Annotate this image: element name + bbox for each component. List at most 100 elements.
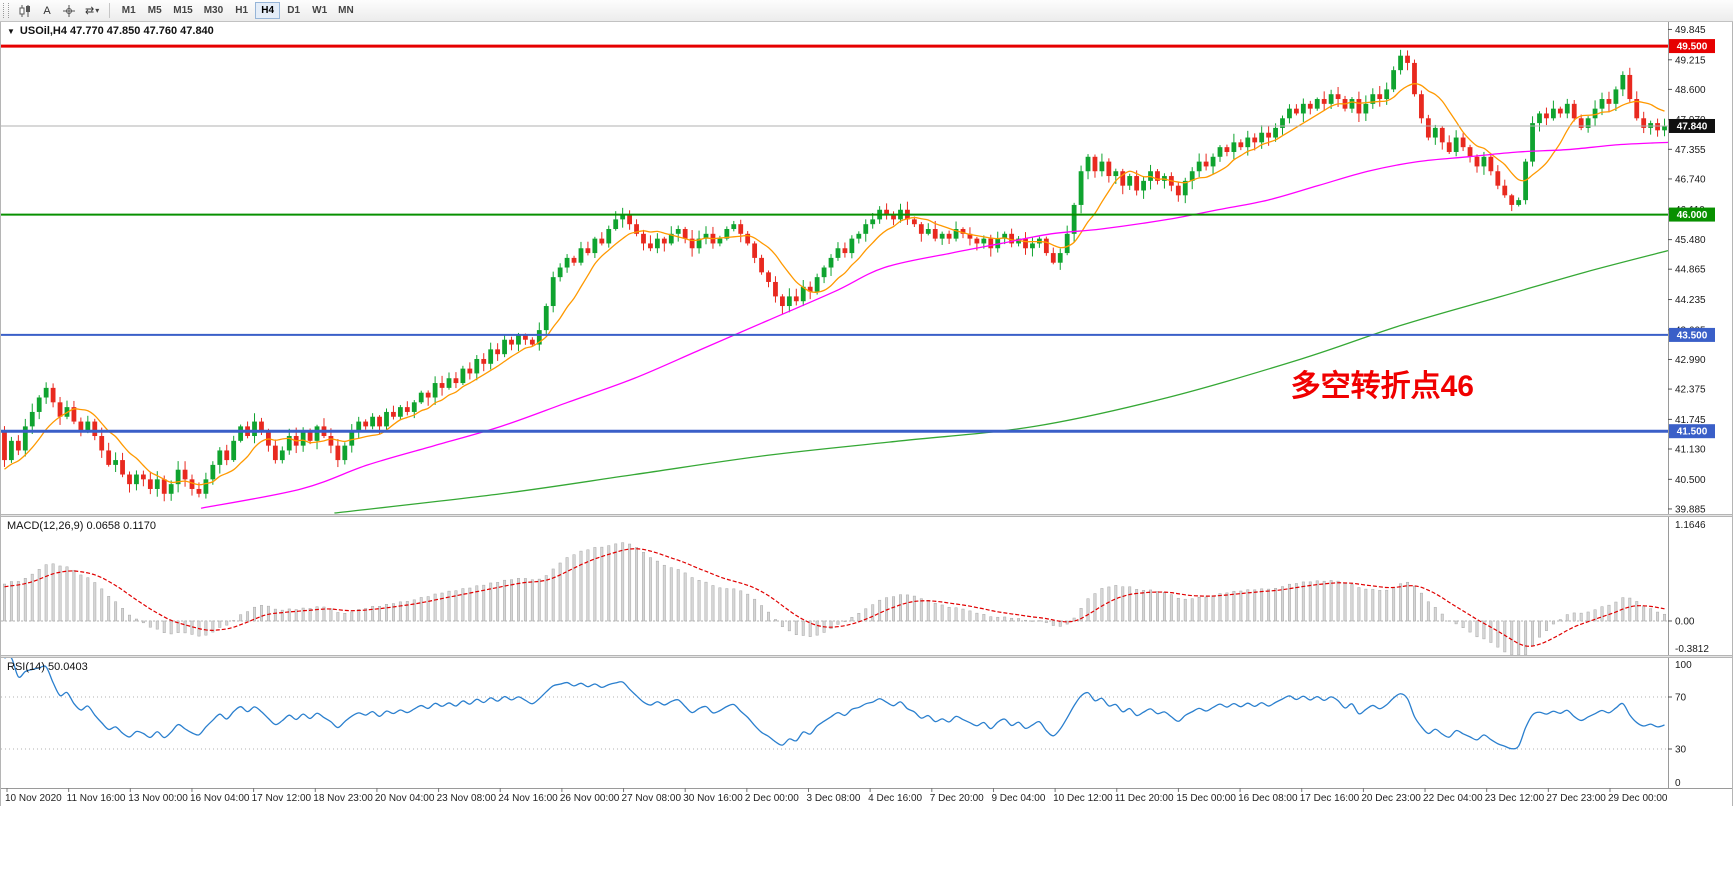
svg-text:48.600: 48.600 — [1675, 85, 1706, 96]
crosshair-icon — [62, 4, 76, 18]
svg-text:39.885: 39.885 — [1675, 504, 1706, 514]
svg-text:2 Dec 00:00: 2 Dec 00:00 — [745, 793, 799, 804]
svg-text:41.130: 41.130 — [1675, 445, 1706, 456]
panel-divider[interactable] — [1, 514, 1732, 517]
moving-averages — [4, 83, 1669, 514]
time-axis-canvas[interactable]: 10 Nov 2020 11 Nov 16:00 13 Nov 00:00 16 No… — [1, 788, 1732, 806]
svg-text:45.480: 45.480 — [1675, 235, 1706, 246]
svg-text:16 Nov 04:00: 16 Nov 04:00 — [190, 793, 250, 804]
chart-type-button[interactable] — [14, 2, 36, 20]
svg-text:47.355: 47.355 — [1675, 145, 1706, 156]
main-chart-canvas[interactable]: 49.84549.21548.60047.97047.35546.74046.1… — [1, 22, 1732, 514]
svg-text:17 Nov 12:00: 17 Nov 12:00 — [252, 793, 312, 804]
tf-button-m5[interactable]: M5 — [142, 2, 167, 19]
cycle-symbols-button[interactable]: ⇄ ▾ — [81, 2, 103, 20]
symbol-ohlc-label: ▼ USOil,H4 47.770 47.850 47.760 47.840 — [7, 25, 214, 37]
rsi-canvas[interactable]: 100 70 30 0 — [1, 658, 1732, 788]
svg-text:47.840: 47.840 — [1677, 121, 1708, 132]
svg-text:41.745: 41.745 — [1675, 415, 1706, 426]
svg-text:24 Nov 16:00: 24 Nov 16:00 — [498, 793, 558, 804]
svg-text:40.500: 40.500 — [1675, 475, 1706, 486]
svg-text:23 Nov 08:00: 23 Nov 08:00 — [437, 793, 497, 804]
horizontal-level-lines — [1, 44, 1668, 433]
svg-text:41.500: 41.500 — [1677, 427, 1708, 438]
collapse-arrow-icon[interactable]: ▼ — [7, 26, 15, 36]
svg-text:11 Dec 20:00: 11 Dec 20:00 — [1115, 793, 1174, 804]
price-axis[interactable] — [1668, 22, 1732, 514]
chart-window: 49.84549.21548.60047.97047.35546.74046.1… — [0, 22, 1733, 806]
svg-text:10 Dec 12:00: 10 Dec 12:00 — [1053, 793, 1113, 804]
cycle-arrows-icon: ⇄ — [85, 5, 95, 17]
svg-text:0: 0 — [1675, 778, 1681, 788]
svg-text:44.865: 44.865 — [1675, 265, 1706, 276]
svg-text:46.000: 46.000 — [1677, 210, 1708, 221]
svg-text:9 Dec 04:00: 9 Dec 04:00 — [991, 793, 1045, 804]
svg-text:18 Nov 23:00: 18 Nov 23:00 — [313, 793, 373, 804]
svg-text:49.215: 49.215 — [1675, 55, 1706, 66]
svg-text:3 Dec 08:00: 3 Dec 08:00 — [807, 793, 861, 804]
rsi-line — [4, 658, 1665, 750]
dropdown-caret-icon: ▾ — [95, 6, 100, 15]
svg-text:10 Nov 2020: 10 Nov 2020 — [5, 793, 62, 804]
svg-text:30 Nov 16:00: 30 Nov 16:00 — [683, 793, 743, 804]
main-chart-panel: 49.84549.21548.60047.97047.35546.74046.1… — [1, 22, 1732, 514]
tf-button-h1[interactable]: H1 — [229, 2, 254, 19]
tf-button-m15[interactable]: M15 — [168, 2, 197, 19]
tf-button-m1[interactable]: M1 — [116, 2, 141, 19]
rsi-panel: 100 70 30 0 RSI(14) 50.0403 — [1, 658, 1732, 788]
tf-button-h4[interactable]: H4 — [255, 2, 281, 19]
macd-histogram — [3, 542, 1666, 655]
text-annotation-button[interactable]: A — [37, 2, 57, 20]
slow-ma-line — [334, 250, 1669, 514]
tf-button-mn[interactable]: MN — [333, 2, 359, 19]
tf-button-m30[interactable]: M30 — [199, 2, 228, 19]
svg-text:11 Nov 16:00: 11 Nov 16:00 — [67, 793, 126, 804]
toolbar-drag-handle[interactable] — [3, 3, 9, 18]
svg-text:49.845: 49.845 — [1675, 25, 1706, 36]
chart-annotation-text: 多空转折点46 — [1290, 370, 1474, 404]
svg-text:49.500: 49.500 — [1677, 42, 1708, 53]
svg-text:7 Dec 20:00: 7 Dec 20:00 — [930, 793, 984, 804]
svg-text:4 Dec 16:00: 4 Dec 16:00 — [868, 793, 922, 804]
candlestick-chart-icon — [18, 4, 32, 18]
svg-text:30: 30 — [1675, 745, 1687, 756]
svg-text:0.00: 0.00 — [1675, 616, 1695, 627]
timeframe-button-group: M1 M5 M15 M30 H1 H4 D1 W1 MN — [116, 2, 358, 19]
svg-text:20 Dec 23:00: 20 Dec 23:00 — [1361, 793, 1421, 804]
macd-signal-line — [4, 548, 1665, 647]
svg-text:70: 70 — [1675, 693, 1687, 704]
candles-series — [2, 49, 1667, 502]
svg-text:46.740: 46.740 — [1675, 174, 1706, 185]
svg-text:27 Dec 23:00: 27 Dec 23:00 — [1546, 793, 1606, 804]
macd-indicator-label: MACD(12,26,9) 0.0658 0.1170 — [7, 520, 156, 532]
macd-panel: 1.1646 0.00 -0.3812 MACD(12,26,9) 0.0658 0… — [1, 517, 1732, 655]
svg-text:42.990: 42.990 — [1675, 355, 1706, 366]
svg-text:15 Dec 00:00: 15 Dec 00:00 — [1176, 793, 1236, 804]
macd-axis-labels: 1.1646 0.00 -0.3812 — [1668, 517, 1709, 655]
svg-text:16 Dec 08:00: 16 Dec 08:00 — [1238, 793, 1298, 804]
svg-text:26 Nov 00:00: 26 Nov 00:00 — [560, 793, 620, 804]
price-axis-labels: 49.84549.21548.60047.97047.35546.74046.1… — [1668, 22, 1715, 514]
svg-text:29 Dec 00:00: 29 Dec 00:00 — [1608, 793, 1668, 804]
rsi-axis-labels: 100 70 30 0 — [1668, 658, 1692, 788]
svg-text:-0.3812: -0.3812 — [1675, 644, 1709, 655]
svg-text:43.500: 43.500 — [1677, 330, 1708, 341]
svg-text:22 Dec 04:00: 22 Dec 04:00 — [1423, 793, 1483, 804]
macd-canvas[interactable]: 1.1646 0.00 -0.3812 — [1, 517, 1732, 655]
tf-button-w1[interactable]: W1 — [307, 2, 332, 19]
medium-ma-line — [200, 141, 1669, 509]
panel-divider[interactable] — [1, 655, 1732, 658]
rsi-indicator-label: RSI(14) 50.0403 — [7, 661, 88, 673]
svg-text:42.375: 42.375 — [1675, 385, 1706, 396]
time-axis[interactable]: 10 Nov 2020 11 Nov 16:00 13 Nov 00:00 16 No… — [1, 788, 1732, 806]
svg-text:100: 100 — [1675, 660, 1692, 671]
svg-text:17 Dec 16:00: 17 Dec 16:00 — [1300, 793, 1360, 804]
tf-button-d1[interactable]: D1 — [281, 2, 306, 19]
svg-text:13 Nov 00:00: 13 Nov 00:00 — [128, 793, 188, 804]
crosshair-button[interactable] — [58, 2, 80, 20]
svg-text:20 Nov 04:00: 20 Nov 04:00 — [375, 793, 435, 804]
fast-ma-line — [4, 83, 1665, 486]
bottom-spacer — [0, 806, 1733, 892]
svg-text:1.1646: 1.1646 — [1675, 520, 1706, 531]
